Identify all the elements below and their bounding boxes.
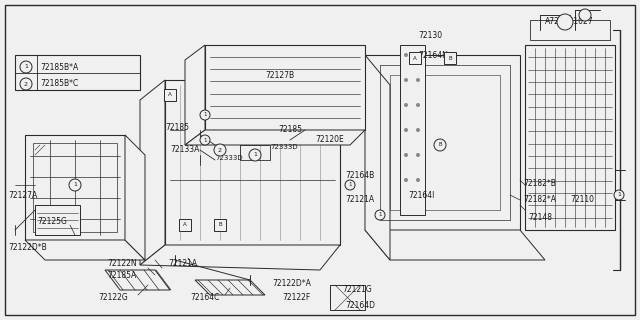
- Polygon shape: [195, 280, 265, 295]
- Text: 72164D: 72164D: [345, 300, 375, 309]
- Circle shape: [416, 103, 420, 107]
- Polygon shape: [105, 270, 170, 290]
- Text: 72164C: 72164C: [190, 293, 220, 302]
- Text: 72148: 72148: [528, 213, 552, 222]
- Circle shape: [614, 190, 624, 200]
- Circle shape: [69, 179, 81, 191]
- Polygon shape: [125, 135, 145, 260]
- Polygon shape: [365, 55, 520, 230]
- Text: B: B: [438, 142, 442, 148]
- Text: 1: 1: [24, 65, 28, 69]
- Text: 72122D*A: 72122D*A: [272, 278, 311, 287]
- Text: 72122D*B: 72122D*B: [8, 244, 47, 252]
- Text: 72122G: 72122G: [98, 293, 128, 302]
- Text: 72120E: 72120E: [315, 135, 344, 145]
- Text: 72164N: 72164N: [418, 51, 448, 60]
- Text: 2: 2: [24, 82, 28, 86]
- Circle shape: [20, 61, 32, 73]
- Text: A721001027: A721001027: [545, 18, 594, 27]
- FancyBboxPatch shape: [444, 52, 456, 64]
- Text: 72185B*C: 72185B*C: [40, 79, 78, 89]
- Polygon shape: [185, 45, 205, 145]
- Polygon shape: [15, 55, 140, 90]
- Circle shape: [375, 210, 385, 220]
- Circle shape: [557, 14, 573, 30]
- Text: 72333D: 72333D: [270, 144, 298, 150]
- Text: A: A: [183, 222, 187, 228]
- Text: B: B: [218, 222, 222, 228]
- Circle shape: [404, 128, 408, 132]
- Circle shape: [434, 139, 446, 151]
- Text: 1: 1: [204, 138, 207, 142]
- Text: 72121A: 72121A: [345, 196, 374, 204]
- Polygon shape: [185, 130, 365, 145]
- Text: 72185A: 72185A: [107, 270, 136, 279]
- Text: 72122F: 72122F: [282, 293, 310, 302]
- FancyBboxPatch shape: [409, 52, 421, 64]
- Text: 72127B: 72127B: [265, 70, 294, 79]
- Polygon shape: [205, 45, 365, 130]
- Circle shape: [200, 110, 210, 120]
- Text: 72164I: 72164I: [408, 190, 435, 199]
- Text: 1: 1: [253, 153, 257, 157]
- Circle shape: [345, 180, 355, 190]
- Text: 72182*A: 72182*A: [523, 196, 556, 204]
- Polygon shape: [365, 230, 545, 260]
- FancyBboxPatch shape: [164, 89, 176, 101]
- FancyBboxPatch shape: [179, 219, 191, 231]
- Circle shape: [416, 153, 420, 157]
- Polygon shape: [330, 285, 365, 310]
- Text: 72121A: 72121A: [168, 259, 197, 268]
- Circle shape: [404, 178, 408, 182]
- Text: 72185B*A: 72185B*A: [40, 62, 78, 71]
- Circle shape: [404, 53, 408, 57]
- Text: 72185: 72185: [165, 124, 189, 132]
- Circle shape: [416, 78, 420, 82]
- Text: 72125G: 72125G: [37, 218, 67, 227]
- Text: 72133A: 72133A: [170, 146, 200, 155]
- Polygon shape: [525, 45, 615, 230]
- Polygon shape: [365, 55, 390, 260]
- Text: 72185: 72185: [278, 125, 302, 134]
- Polygon shape: [530, 20, 610, 40]
- Circle shape: [214, 144, 226, 156]
- Polygon shape: [35, 205, 80, 235]
- Text: 72121G: 72121G: [342, 285, 372, 294]
- Circle shape: [404, 103, 408, 107]
- Text: 72127A: 72127A: [8, 190, 37, 199]
- Text: 2: 2: [218, 148, 222, 153]
- Circle shape: [249, 149, 261, 161]
- Circle shape: [416, 53, 420, 57]
- Polygon shape: [140, 245, 340, 270]
- Circle shape: [20, 78, 32, 90]
- Polygon shape: [400, 45, 425, 215]
- Text: B: B: [448, 55, 452, 60]
- Text: 1: 1: [73, 182, 77, 188]
- Text: A: A: [413, 55, 417, 60]
- Text: 1: 1: [348, 182, 352, 188]
- Circle shape: [404, 78, 408, 82]
- Text: A: A: [168, 92, 172, 98]
- Polygon shape: [140, 80, 165, 265]
- Circle shape: [579, 9, 591, 21]
- Text: 72333D: 72333D: [215, 155, 243, 161]
- Circle shape: [416, 178, 420, 182]
- Polygon shape: [25, 240, 145, 260]
- Polygon shape: [165, 80, 340, 245]
- Text: 72182*B: 72182*B: [523, 179, 556, 188]
- Text: 1: 1: [204, 113, 207, 117]
- Polygon shape: [25, 135, 125, 240]
- Circle shape: [404, 153, 408, 157]
- Text: 72122N: 72122N: [107, 259, 136, 268]
- Text: 72164B: 72164B: [345, 171, 374, 180]
- FancyBboxPatch shape: [214, 219, 226, 231]
- Text: 72130: 72130: [418, 30, 442, 39]
- Circle shape: [416, 128, 420, 132]
- Text: 1: 1: [617, 193, 621, 197]
- Text: 1: 1: [378, 212, 381, 218]
- Circle shape: [200, 135, 210, 145]
- Text: 72110: 72110: [570, 196, 594, 204]
